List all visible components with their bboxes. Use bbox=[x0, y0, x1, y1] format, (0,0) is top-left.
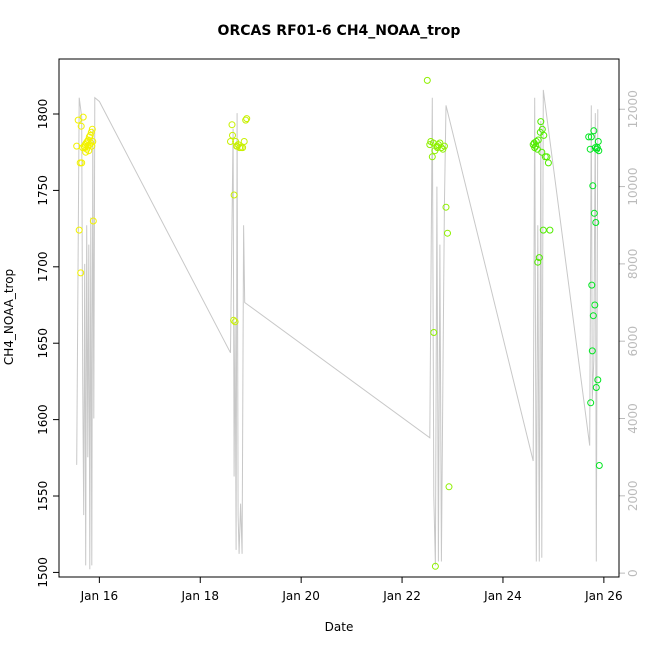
data-point bbox=[77, 122, 85, 130]
data-point bbox=[240, 138, 248, 145]
data-point bbox=[431, 562, 439, 570]
data-point bbox=[591, 301, 599, 309]
data-point bbox=[595, 462, 603, 469]
data-point bbox=[592, 384, 600, 391]
y-tick-label: 1750 bbox=[36, 175, 50, 206]
data-point bbox=[79, 113, 87, 121]
y-tick-label: 1500 bbox=[36, 557, 50, 588]
data-point bbox=[433, 144, 441, 152]
data-point bbox=[590, 127, 598, 135]
data-point bbox=[585, 133, 593, 141]
data-point bbox=[230, 316, 238, 324]
data-point bbox=[445, 483, 453, 491]
data-point bbox=[428, 153, 436, 161]
data-point bbox=[595, 147, 603, 155]
data-point bbox=[590, 209, 598, 217]
data-point bbox=[534, 258, 542, 266]
data-point bbox=[544, 159, 552, 167]
data-point bbox=[539, 226, 547, 234]
data-point bbox=[229, 131, 236, 139]
data-point bbox=[588, 281, 596, 289]
data-point bbox=[78, 159, 86, 167]
x-tick-label: Jan 26 bbox=[584, 589, 623, 603]
data-point bbox=[587, 399, 595, 407]
chart-title: ORCAS RF01-6 CH4_NOAA_trop bbox=[218, 23, 461, 39]
data-point bbox=[533, 145, 541, 153]
axes-layer: Jan 16 Jan 18 Jan 20 Jan 22 Jan 24 Jan 26 1500… bbox=[36, 90, 640, 603]
right-tick-label: 10000 bbox=[626, 167, 640, 205]
data-point bbox=[589, 182, 597, 190]
data-point bbox=[227, 138, 234, 145]
data-point bbox=[230, 191, 238, 199]
data-point bbox=[442, 203, 450, 211]
data-point bbox=[233, 142, 241, 150]
right-tick-label: 8000 bbox=[626, 249, 640, 280]
data-points-layer bbox=[73, 76, 603, 570]
data-point bbox=[536, 128, 544, 136]
y-axis-label: CH4_NOAA_trop bbox=[2, 269, 16, 365]
data-point bbox=[87, 139, 95, 147]
data-point bbox=[430, 329, 438, 336]
data-point bbox=[243, 115, 251, 123]
x-tick-label: Jan 20 bbox=[281, 589, 320, 603]
y-tick-label: 1600 bbox=[36, 404, 50, 435]
data-point bbox=[88, 125, 96, 133]
data-point bbox=[592, 219, 600, 226]
altitude-track-layer bbox=[76, 89, 599, 570]
data-point bbox=[232, 138, 240, 145]
data-point bbox=[228, 121, 236, 129]
x-tick-label: Jan 18 bbox=[180, 589, 219, 603]
data-point bbox=[89, 138, 97, 145]
x-tick-label: Jan 22 bbox=[382, 589, 421, 603]
x-tick-label: Jan 24 bbox=[483, 589, 522, 603]
plot-frame bbox=[58, 58, 620, 578]
data-point bbox=[426, 141, 434, 149]
data-point bbox=[535, 254, 543, 262]
right-tick-label: 12000 bbox=[626, 90, 640, 128]
data-point bbox=[242, 116, 250, 124]
data-point bbox=[440, 142, 448, 150]
right-tick-label: 0 bbox=[626, 569, 640, 577]
right-tick-label: 6000 bbox=[626, 326, 640, 357]
y-tick-label: 1550 bbox=[36, 481, 50, 512]
y-tick-label: 1800 bbox=[36, 99, 50, 130]
data-point bbox=[594, 376, 602, 384]
y-tick-label: 1650 bbox=[36, 328, 50, 359]
data-point bbox=[588, 347, 596, 355]
data-point bbox=[537, 118, 545, 126]
altitude-track-line bbox=[76, 89, 599, 570]
y-tick-label: 1700 bbox=[36, 252, 50, 283]
right-tick-label: 4000 bbox=[626, 403, 640, 434]
data-point bbox=[86, 131, 94, 139]
data-point bbox=[546, 226, 554, 234]
right-tick-label: 2000 bbox=[626, 481, 640, 512]
data-point bbox=[74, 116, 82, 124]
data-point bbox=[589, 312, 597, 320]
data-point bbox=[88, 142, 96, 150]
data-point bbox=[75, 226, 83, 234]
x-axis-label: Date bbox=[325, 620, 354, 634]
data-point bbox=[231, 318, 239, 326]
data-point bbox=[532, 138, 540, 145]
data-point bbox=[87, 128, 95, 136]
data-point bbox=[77, 269, 85, 277]
data-point bbox=[423, 76, 431, 84]
data-point bbox=[429, 139, 437, 147]
data-point bbox=[89, 217, 97, 225]
x-tick-label: Jan 16 bbox=[80, 589, 119, 603]
data-point bbox=[587, 133, 595, 141]
data-point bbox=[444, 229, 451, 237]
